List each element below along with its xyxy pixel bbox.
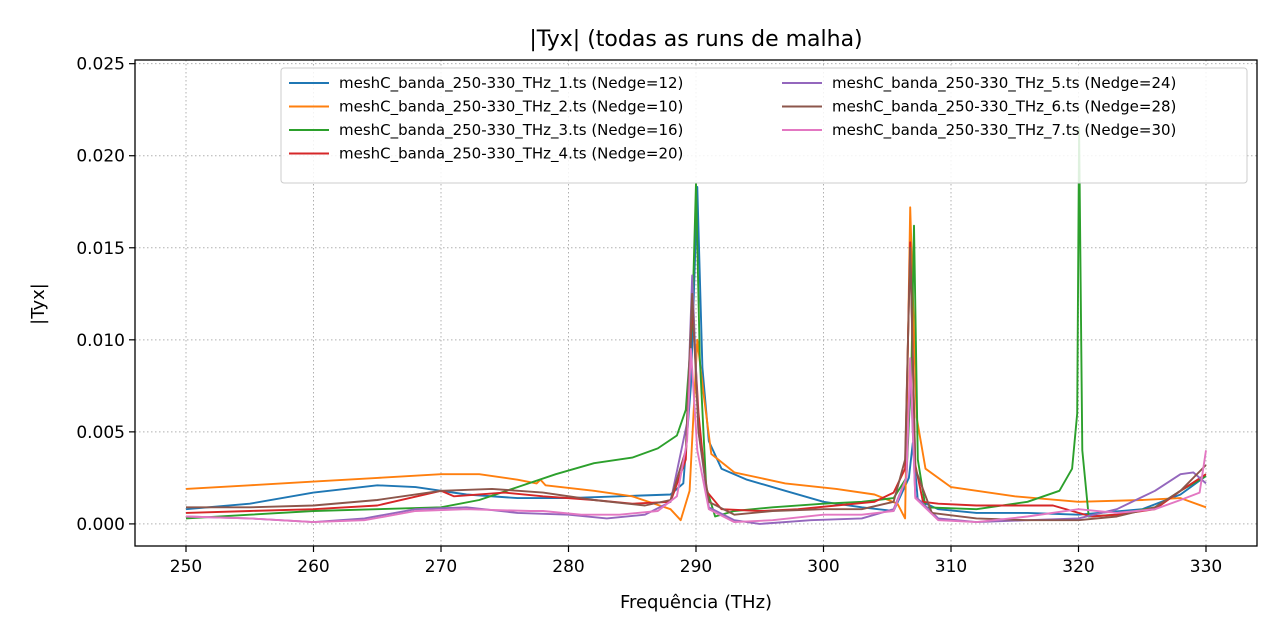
legend-label: meshC_banda_250-330_THz_7.ts (Nedge=30): [832, 121, 1176, 140]
y-tick-label: 0.000: [76, 515, 125, 535]
legend-label: meshC_banda_250-330_THz_1.ts (Nedge=12): [339, 74, 683, 93]
y-tick-label: 0.005: [76, 423, 125, 443]
x-tick-label: 270: [425, 557, 457, 577]
series-line-3: [185, 127, 1207, 520]
y-tick-label: 0.015: [76, 239, 125, 259]
x-tick-label: 280: [552, 557, 584, 577]
y-tick-label: 0.010: [76, 331, 125, 351]
legend-label: meshC_banda_250-330_THz_2.ts (Nedge=10): [339, 98, 683, 117]
axis-ticks: 250 260 270 280 290 300 310 320 330 0.000 0.005 0.0…: [76, 55, 1222, 577]
series-line-2: [185, 206, 1207, 522]
legend-label: meshC_banda_250-330_THz_5.ts (Nedge=24): [832, 74, 1176, 93]
legend-label: meshC_banda_250-330_THz_4.ts (Nedge=20): [339, 145, 683, 164]
legend-box: [280, 67, 1248, 184]
x-tick-label: 320: [1062, 557, 1094, 577]
x-tick-label: 330: [1190, 557, 1222, 577]
plot-lines: [185, 127, 1207, 525]
legend-label: meshC_banda_250-330_THz_6.ts (Nedge=28): [832, 98, 1176, 117]
x-tick-label: 290: [680, 557, 712, 577]
y-tick-label: 0.025: [76, 55, 125, 75]
y-tick-label: 0.020: [76, 147, 125, 167]
y-axis-label: |Tyx|: [28, 283, 49, 325]
legend-label: meshC_banda_250-330_THz_3.ts (Nedge=16): [339, 121, 683, 140]
legend: meshC_banda_250-330_THz_1.ts (Nedge=12) m…: [280, 67, 1248, 184]
x-tick-label: 300: [807, 557, 839, 577]
chart-title: |Tyx| (todas as runs de malha): [529, 27, 862, 52]
x-tick-label: 250: [170, 557, 202, 577]
x-tick-label: 310: [935, 557, 967, 577]
series-line-7: [185, 348, 1207, 524]
x-axis-label: Frequência (THz): [620, 592, 772, 613]
x-tick-label: 260: [297, 557, 329, 577]
series-line-6: [186, 246, 1207, 522]
